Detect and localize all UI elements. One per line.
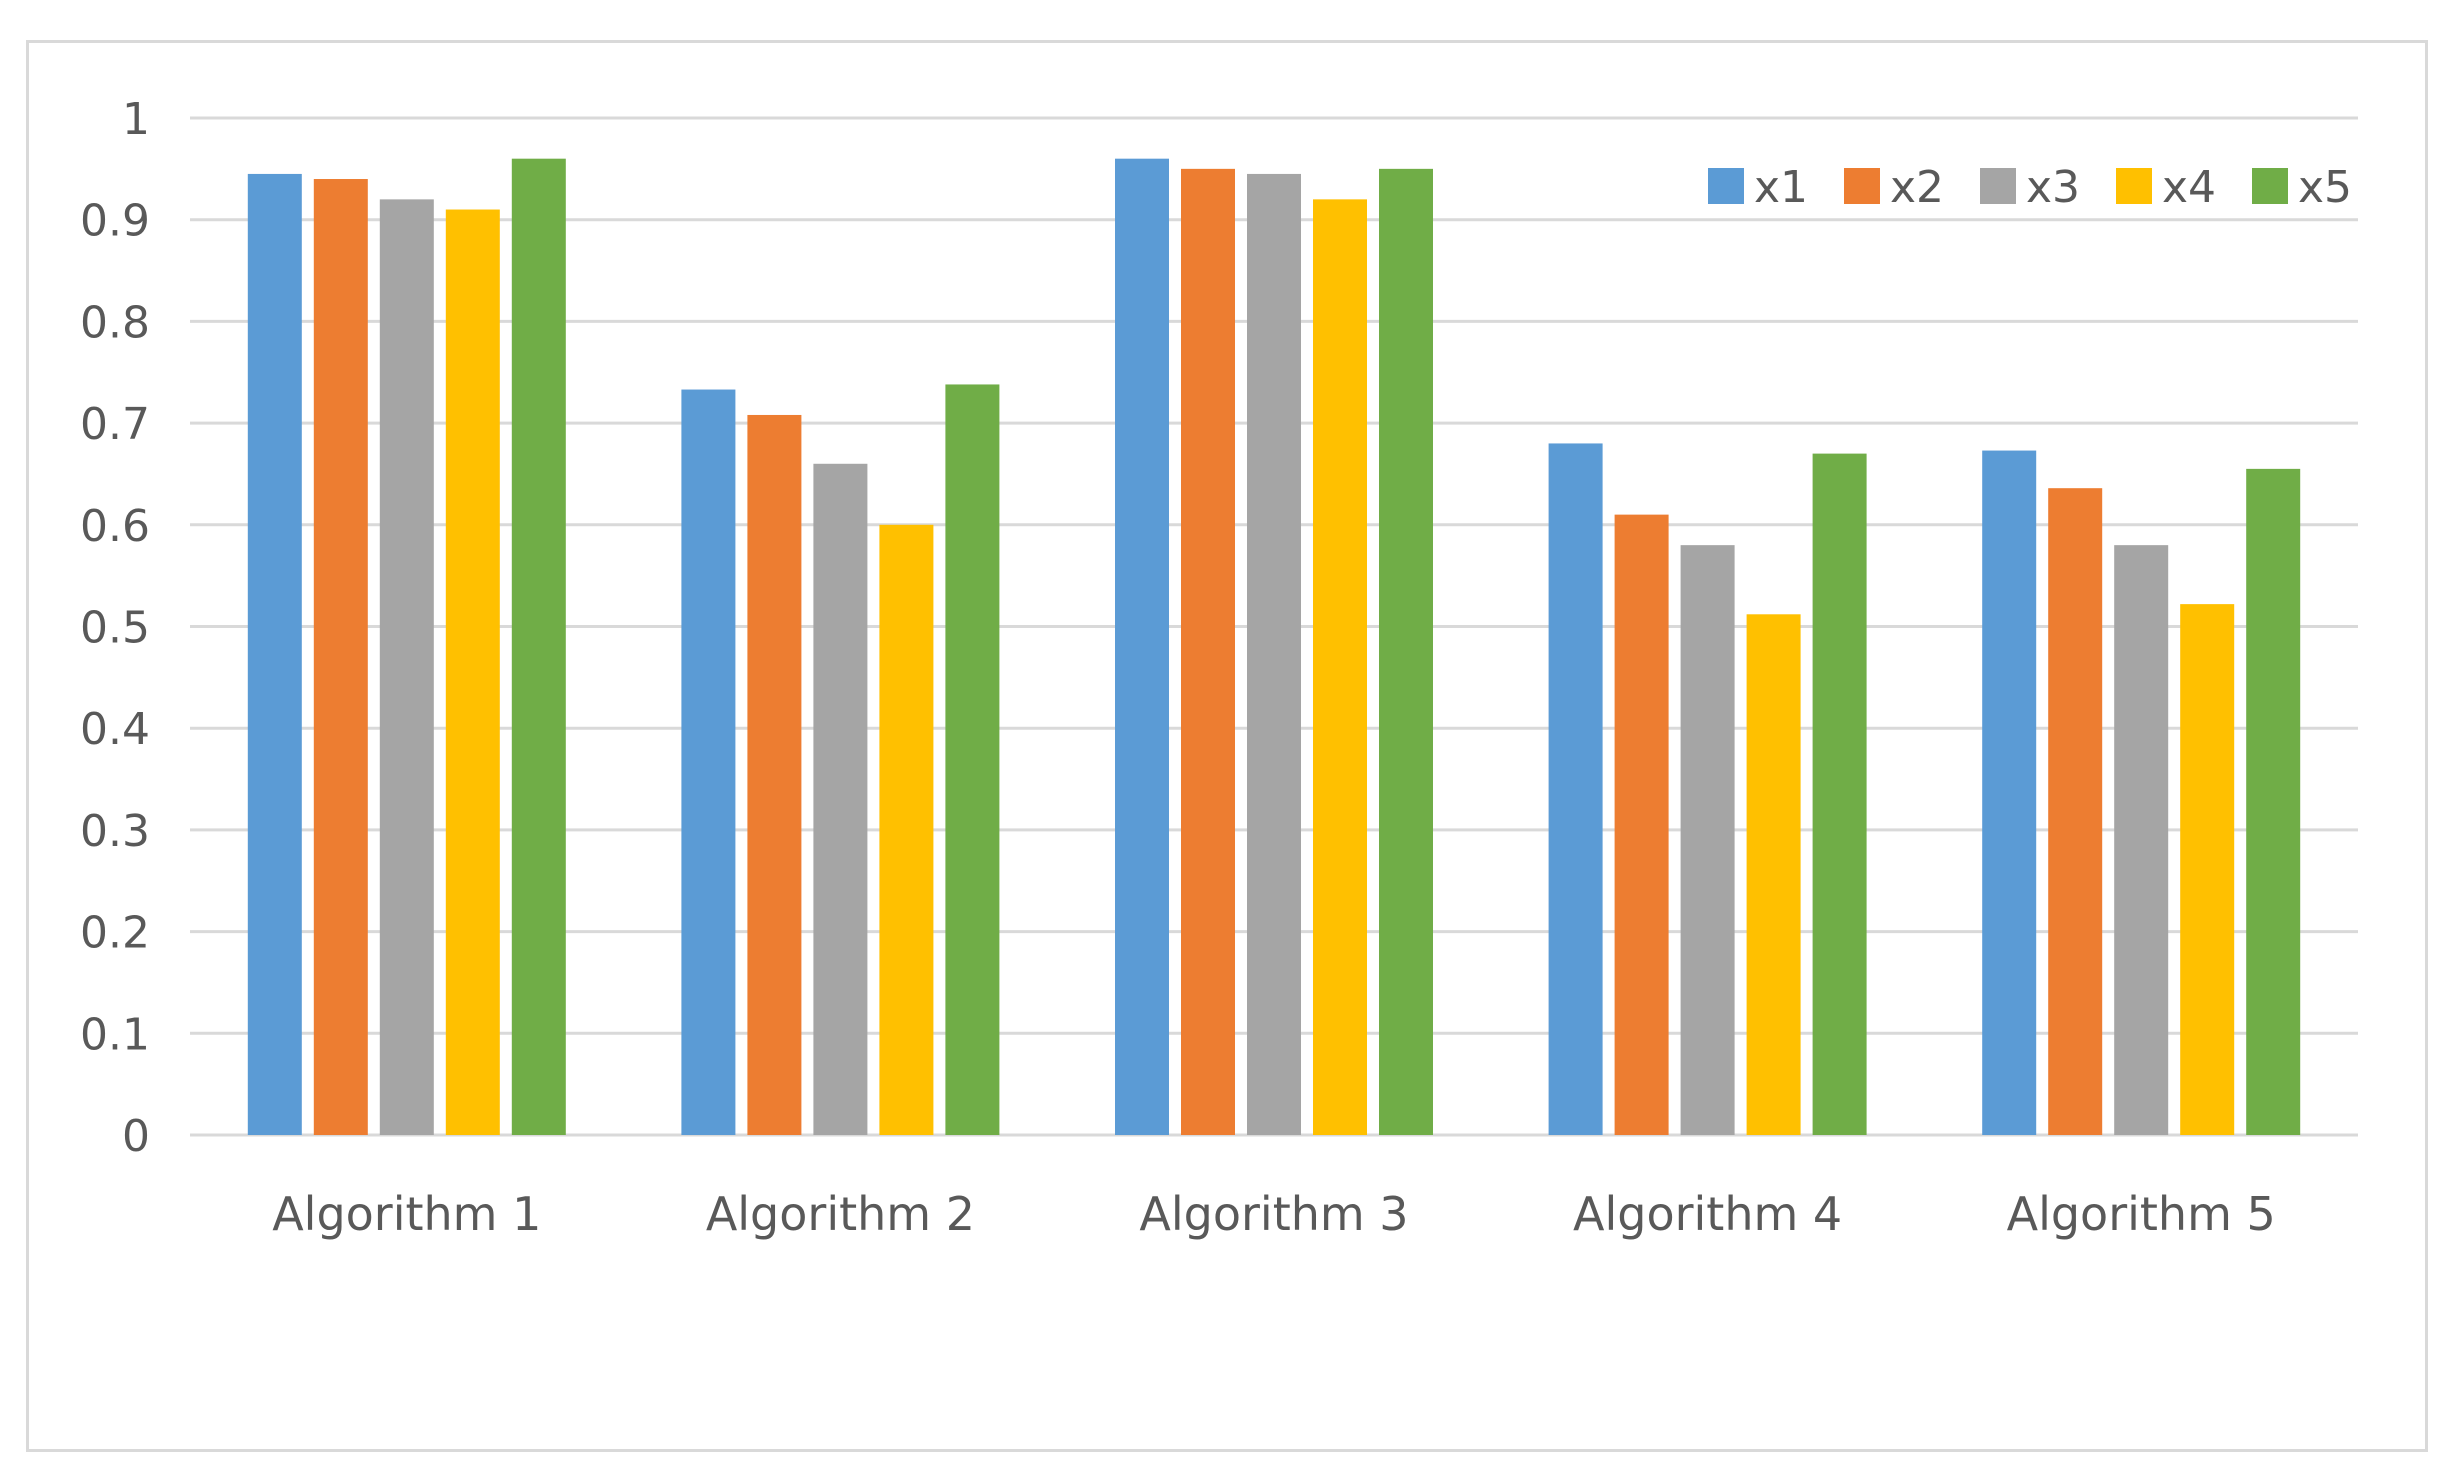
legend-label-x5: x5 xyxy=(2298,162,2352,213)
bar-x1-algorithm-5 xyxy=(1982,450,2037,1136)
x-axis-category-labels: Algorithm 1 Algorithm 2 Algorithm 3 Algorit… xyxy=(272,1187,2276,1241)
legend-label-x1: x1 xyxy=(1754,162,1808,213)
bar-x2-algorithm-3 xyxy=(1181,168,1235,1136)
bar-x4-algorithm-5 xyxy=(2180,604,2235,1135)
y-tick-label: 0.9 xyxy=(80,196,150,247)
legend-label-x3: x3 xyxy=(2026,162,2080,213)
bar-x1-algorithm-2 xyxy=(681,389,736,1135)
y-tick-label: 0.5 xyxy=(80,603,150,654)
legend-swatch-x2 xyxy=(1844,168,1880,204)
bar-x1-algorithm-1 xyxy=(247,173,302,1135)
bar-x4-algorithm-3 xyxy=(1313,199,1367,1136)
legend-swatch-x4 xyxy=(2116,168,2152,204)
legend-swatch-x5 xyxy=(2252,168,2288,204)
y-axis-tick-labels: 0 0.1 0.2 0.3 0.4 0.5 0.6 0.7 0.8 0.9 1 xyxy=(80,94,150,1162)
bar-x4-algorithm-2 xyxy=(879,524,934,1135)
bar-x1-algorithm-4 xyxy=(1548,443,1603,1135)
bar-x3-algorithm-2 xyxy=(813,463,868,1135)
y-tick-label: 0.7 xyxy=(80,399,150,450)
bar-x2-algorithm-5 xyxy=(2048,488,2103,1135)
bar-x4-algorithm-1 xyxy=(445,209,500,1135)
legend: x1 x2 x3 x4 x5 xyxy=(1708,162,2352,213)
legend-label-x4: x4 xyxy=(2162,162,2216,213)
y-tick-label: 0.1 xyxy=(80,1009,150,1060)
bar-x3-algorithm-4 xyxy=(1680,545,1735,1135)
legend-label-x2: x2 xyxy=(1890,162,1944,213)
bar-x5-algorithm-4 xyxy=(1812,453,1867,1135)
legend-swatch-x1 xyxy=(1708,168,1744,204)
x-category-label: Algorithm 3 xyxy=(1139,1187,1408,1241)
legend-swatch-x3 xyxy=(1980,168,2016,204)
bars xyxy=(247,158,2301,1136)
x-category-label: Algorithm 1 xyxy=(272,1187,541,1241)
bar-x5-algorithm-2 xyxy=(945,384,1000,1136)
x-category-label: Algorithm 4 xyxy=(1573,1187,1842,1241)
x-category-label: Algorithm 2 xyxy=(706,1187,975,1241)
bar-x2-algorithm-1 xyxy=(313,179,368,1135)
bar-x1-algorithm-3 xyxy=(1115,158,1169,1135)
y-tick-label: 0 xyxy=(122,1111,150,1162)
bar-x2-algorithm-2 xyxy=(747,414,802,1135)
bar-x5-algorithm-1 xyxy=(511,158,566,1135)
bar-x5-algorithm-5 xyxy=(2246,468,2301,1135)
y-tick-label: 0.3 xyxy=(80,806,150,857)
bar-x3-algorithm-1 xyxy=(379,199,434,1136)
y-tick-label: 0.4 xyxy=(80,704,150,755)
y-tick-label: 0.6 xyxy=(80,501,150,552)
bar-x3-algorithm-3 xyxy=(1247,173,1301,1135)
bar-x4-algorithm-4 xyxy=(1746,614,1801,1135)
y-tick-label: 0.2 xyxy=(80,908,150,959)
x-category-label: Algorithm 5 xyxy=(2007,1187,2276,1241)
bar-x3-algorithm-5 xyxy=(2114,545,2169,1135)
y-tick-label: 1 xyxy=(122,94,150,145)
bar-x5-algorithm-3 xyxy=(1379,168,1433,1136)
y-tick-label: 0.8 xyxy=(80,297,150,348)
bar-x2-algorithm-4 xyxy=(1614,514,1669,1135)
